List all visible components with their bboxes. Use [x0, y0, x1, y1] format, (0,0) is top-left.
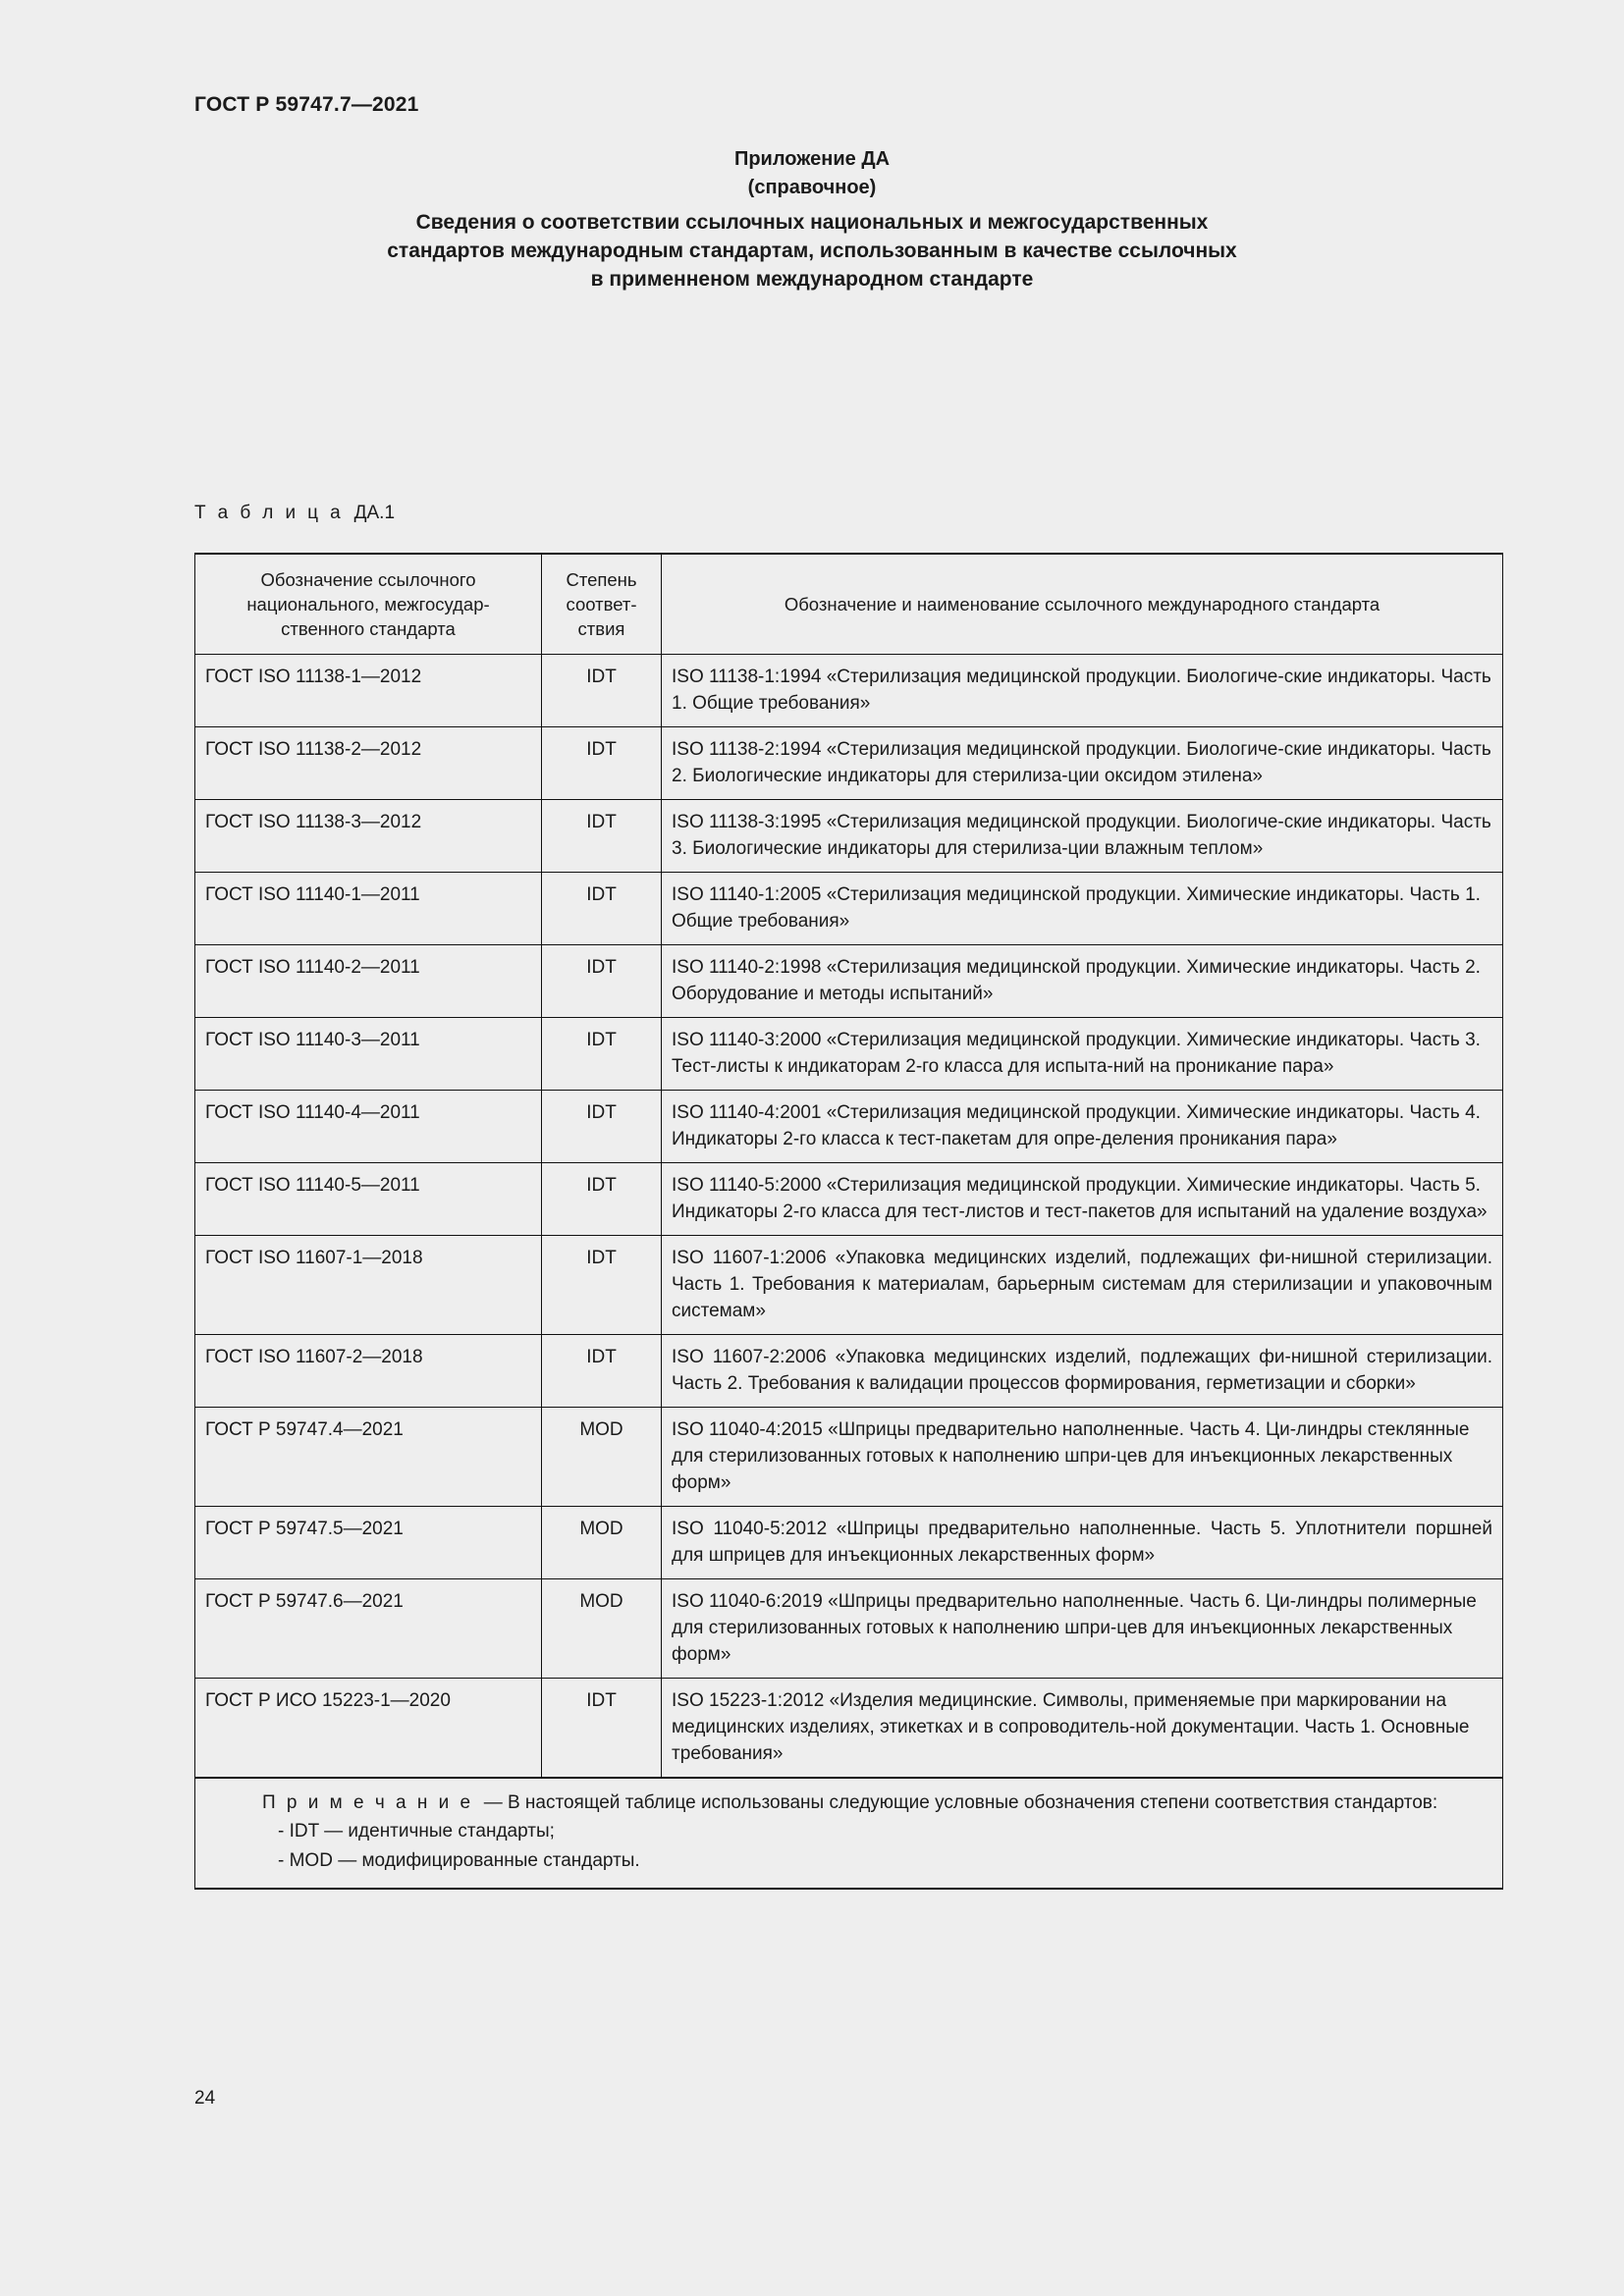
table-row: ГОСТ ISO 11138-1—2012 IDT ISO 11138-1:19… [194, 654, 1503, 727]
table-caption: Т а б л и ц а ДА.1 [194, 503, 395, 524]
cell-international-standard: ISO 11138-2:1994 «Стерилизация медицинск… [661, 726, 1503, 800]
table-header-degree: Степень соответ- ствия [541, 553, 662, 655]
table-row: ГОСТ ISO 11140-4—2011 IDT ISO 11140-4:20… [194, 1090, 1503, 1163]
cell-designation: ГОСТ Р 59747.6—2021 [194, 1578, 542, 1679]
cell-designation: ГОСТ ISO 11140-3—2011 [194, 1017, 542, 1091]
cell-degree: IDT [541, 1017, 662, 1091]
table-row: ГОСТ Р ИСО 15223-1—2020 IDT ISO 15223-1:… [194, 1678, 1503, 1779]
cell-international-standard: ISO 11607-1:2006 «Упаковка медицинских и… [661, 1235, 1503, 1335]
table-row: ГОСТ ISO 11140-3—2011 IDT ISO 11140-3:20… [194, 1017, 1503, 1091]
cell-designation: ГОСТ Р 59747.4—2021 [194, 1407, 542, 1507]
cell-designation: ГОСТ ISO 11140-5—2011 [194, 1162, 542, 1236]
cell-international-standard: ISO 11140-5:2000 «Стерилизация медицинск… [661, 1162, 1503, 1236]
cell-degree: IDT [541, 944, 662, 1018]
page-number: 24 [194, 2088, 216, 2109]
annex-title-line-3: в применненом международном стандарте [590, 268, 1034, 291]
cell-designation: ГОСТ Р 59747.5—2021 [194, 1506, 542, 1579]
annex-kind: (справочное) [747, 177, 877, 198]
cell-designation: ГОСТ ISO 11140-1—2011 [194, 872, 542, 945]
cell-degree: MOD [541, 1578, 662, 1679]
cell-international-standard: ISO 15223-1:2012 «Изделия медицинские. С… [661, 1678, 1503, 1779]
table-note-row: П р и м е ч а н и е — В настоящей таблиц… [194, 1777, 1503, 1890]
cell-designation: ГОСТ ISO 11607-2—2018 [194, 1334, 542, 1408]
note-body: — В настоящей таблице использованы следу… [483, 1792, 1438, 1813]
cell-international-standard: ISO 11140-4:2001 «Стерилизация медицинск… [661, 1090, 1503, 1163]
annex-title-line-1: Сведения о соответствии ссылочных национ… [415, 211, 1209, 234]
cell-degree: MOD [541, 1407, 662, 1507]
cell-international-standard: ISO 11140-1:2005 «Стерилизация медицинск… [661, 872, 1503, 945]
cell-designation: ГОСТ ISO 11140-4—2011 [194, 1090, 542, 1163]
table-header-designation: Обозначение ссылочного национального, ме… [194, 553, 542, 655]
cell-designation: ГОСТ ISO 11138-3—2012 [194, 799, 542, 873]
cell-international-standard: ISO 11040-6:2019 «Шприцы предварительно … [661, 1578, 1503, 1679]
annex-title-line-2: стандартов международным стандартам, исп… [387, 240, 1237, 262]
table-row: ГОСТ ISO 11607-1—2018 IDT ISO 11607-1:20… [194, 1235, 1503, 1335]
cell-degree: IDT [541, 799, 662, 873]
cell-international-standard: ISO 11140-2:1998 «Стерилизация медицинск… [661, 944, 1503, 1018]
table-row: ГОСТ Р 59747.4—2021 MOD ISO 11040-4:2015… [194, 1407, 1503, 1507]
table-header-row: Обозначение ссылочного национального, ме… [194, 553, 1503, 655]
cell-degree: IDT [541, 1162, 662, 1236]
cell-degree: IDT [541, 1235, 662, 1335]
cell-international-standard: ISO 11138-1:1994 «Стерилизация медицинск… [661, 654, 1503, 727]
annex-title: Сведения о соответствии ссылочных национ… [0, 208, 1624, 294]
cell-designation: ГОСТ ISO 11138-2—2012 [194, 726, 542, 800]
header-col1-line-1: Обозначение ссылочного [260, 569, 476, 590]
cell-degree: IDT [541, 872, 662, 945]
note-list-item: - IDT — идентичные стандарты; [278, 1821, 555, 1842]
table-row: ГОСТ Р 59747.5—2021 MOD ISO 11040-5:2012… [194, 1506, 1503, 1579]
cell-international-standard: ISO 11040-4:2015 «Шприцы предварительно … [661, 1407, 1503, 1507]
table-row: ГОСТ ISO 11140-1—2011 IDT ISO 11140-1:20… [194, 872, 1503, 945]
header-col2-line-1: Степень [566, 569, 637, 590]
table-caption-id: ДА.1 [353, 503, 396, 523]
note-lead-word: П р и м е ч а н и е [262, 1792, 474, 1813]
note-list-item: - MOD — модифицированные стандарты. [278, 1850, 640, 1871]
table-row: ГОСТ ISO 11140-2—2011 IDT ISO 11140-2:19… [194, 944, 1503, 1018]
annex-label: Приложение ДА [733, 148, 891, 170]
cell-degree: IDT [541, 1090, 662, 1163]
document-standard-header: ГОСТ Р 59747.7—2021 [194, 93, 419, 116]
table-row: ГОСТ ISO 11138-3—2012 IDT ISO 11138-3:19… [194, 799, 1503, 873]
table-row: ГОСТ ISO 11607-2—2018 IDT ISO 11607-2:20… [194, 1334, 1503, 1408]
cell-degree: MOD [541, 1506, 662, 1579]
header-col1-line-2: национального, межгосудар- [246, 594, 490, 614]
header-col2-line-3: ствия [577, 618, 625, 639]
table-caption-word: Т а б л и ц а [194, 503, 345, 523]
table-note: П р и м е ч а н и е — В настоящей таблиц… [194, 1777, 1503, 1890]
cell-degree: IDT [541, 1678, 662, 1779]
note-list: - IDT — идентичные стандарты; - MOD — мо… [205, 1817, 1492, 1876]
cell-degree: IDT [541, 1334, 662, 1408]
annex-heading: Приложение ДА (справочное) [0, 145, 1624, 202]
cell-international-standard: ISO 11040-5:2012 «Шприцы предварительно … [661, 1506, 1503, 1579]
cell-designation: ГОСТ ISO 11138-1—2012 [194, 654, 542, 727]
cell-designation: ГОСТ ISO 11140-2—2011 [194, 944, 542, 1018]
reference-standards-table: Обозначение ссылочного национального, ме… [194, 553, 1503, 1890]
table-row: ГОСТ ISO 11140-5—2011 IDT ISO 11140-5:20… [194, 1162, 1503, 1236]
cell-degree: IDT [541, 654, 662, 727]
header-col2-line-2: соответ- [566, 594, 637, 614]
cell-international-standard: ISO 11140-3:2000 «Стерилизация медицинск… [661, 1017, 1503, 1091]
header-col1-line-3: ственного стандарта [281, 618, 456, 639]
cell-degree: IDT [541, 726, 662, 800]
cell-designation: ГОСТ ISO 11607-1—2018 [194, 1235, 542, 1335]
table-row: ГОСТ ISO 11138-2—2012 IDT ISO 11138-2:19… [194, 726, 1503, 800]
cell-international-standard: ISO 11138-3:1995 «Стерилизация медицинск… [661, 799, 1503, 873]
table-row: ГОСТ Р 59747.6—2021 MOD ISO 11040-6:2019… [194, 1578, 1503, 1679]
note-paragraph: П р и м е ч а н и е — В настоящей таблиц… [205, 1789, 1492, 1817]
table-header-international: Обозначение и наименование ссылочного ме… [661, 553, 1503, 655]
cell-designation: ГОСТ Р ИСО 15223-1—2020 [194, 1678, 542, 1779]
cell-international-standard: ISO 11607-2:2006 «Упаковка медицинских и… [661, 1334, 1503, 1408]
